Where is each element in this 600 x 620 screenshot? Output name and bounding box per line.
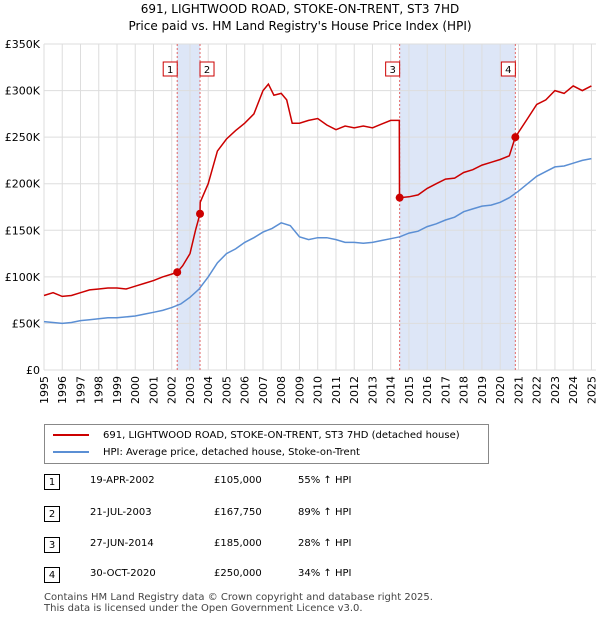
y-tick-label: £150K — [5, 224, 41, 237]
legend-label-hpi: HPI: Average price, detached house, Stok… — [103, 446, 360, 458]
legend-swatch-property — [53, 434, 89, 436]
y-tick-label: £50K — [12, 317, 41, 330]
sale-number-label: 1 — [167, 65, 173, 76]
x-tick-label: 2003 — [184, 376, 197, 404]
y-tick-label: £200K — [5, 178, 41, 191]
transaction-date: 30-OCT-2020 — [90, 568, 156, 579]
transaction-date: 21-JUL-2003 — [90, 507, 152, 518]
footer: Contains HM Land Registry data © Crown c… — [44, 592, 433, 614]
transaction-hpi-change: 34% ↑ HPI — [298, 568, 352, 579]
x-tick-label: 2004 — [202, 376, 215, 404]
table-row: 1 19-APR-2002 £105,000 55% ↑ HPI — [44, 474, 484, 492]
chart-legend: 691, LIGHTWOOD ROAD, STOKE-ON-TRENT, ST3… — [44, 424, 489, 464]
series-line — [43, 82, 592, 298]
sale-interval-shade — [399, 44, 516, 370]
x-tick-label: 2013 — [366, 376, 379, 404]
transaction-hpi-change: 28% ↑ HPI — [298, 538, 352, 549]
x-tick-label: 2000 — [129, 376, 142, 404]
x-tick-label: 2025 — [585, 376, 598, 404]
sale-number-box — [199, 61, 215, 77]
table-row: 3 27-JUN-2014 £185,000 28% ↑ HPI — [44, 537, 484, 555]
sale-interval-shade — [177, 44, 201, 370]
x-tick-label: 2002 — [166, 376, 179, 404]
table-row: 2 21-JUL-2003 £167,750 89% ↑ HPI — [44, 506, 484, 524]
chart-subtitle: Price paid vs. HM Land Registry's House … — [128, 19, 472, 33]
x-tick-label: 2009 — [293, 376, 306, 404]
footer-copyright: Contains HM Land Registry data © Crown c… — [44, 592, 433, 603]
legend-item-hpi: HPI: Average price, detached house, Stok… — [53, 444, 360, 460]
sale-point — [196, 209, 205, 218]
transaction-hpi-change: 89% ↑ HPI — [298, 507, 352, 518]
transaction-hpi-change: 55% ↑ HPI — [298, 475, 352, 486]
legend-label-property: 691, LIGHTWOOD ROAD, STOKE-ON-TRENT, ST3… — [103, 429, 460, 441]
footer-licence: This data is licensed under the Open Gov… — [44, 603, 363, 614]
x-tick-label: 2016 — [421, 376, 434, 404]
x-tick-label: 2017 — [439, 376, 452, 404]
x-tick-label: 1996 — [56, 376, 69, 404]
transaction-number: 4 — [44, 567, 60, 583]
transaction-number: 3 — [44, 537, 60, 553]
sale-number-label: 2 — [204, 65, 210, 76]
legend-swatch-hpi — [53, 451, 89, 453]
x-tick-label: 2005 — [220, 376, 233, 404]
sale-number-box — [500, 61, 516, 77]
x-tick-label: 2020 — [494, 376, 507, 404]
legend-item-property: 691, LIGHTWOOD ROAD, STOKE-ON-TRENT, ST3… — [53, 427, 460, 443]
y-tick-label: £0 — [26, 364, 40, 377]
x-tick-label: 2014 — [385, 376, 398, 404]
sale-number-label: 3 — [389, 65, 395, 76]
y-tick-label: £250K — [5, 131, 41, 144]
transaction-price: £105,000 — [214, 475, 262, 486]
transaction-number: 1 — [44, 474, 60, 490]
x-tick-label: 1995 — [38, 376, 51, 404]
x-tick-label: 1999 — [111, 376, 124, 404]
transaction-date: 19-APR-2002 — [90, 475, 155, 486]
x-tick-label: 2006 — [239, 376, 252, 404]
sale-number-label: 4 — [505, 65, 511, 76]
x-tick-label: 2001 — [147, 376, 160, 404]
x-tick-label: 2011 — [330, 376, 343, 404]
x-tick-label: 2024 — [567, 376, 580, 404]
x-tick-label: 2007 — [257, 376, 270, 404]
transaction-price: £185,000 — [214, 538, 262, 549]
y-tick-label: £100K — [5, 271, 41, 284]
y-tick-label: £350K — [5, 38, 41, 51]
sale-point — [511, 133, 520, 142]
x-tick-label: 2023 — [549, 376, 562, 404]
sale-point — [173, 268, 182, 277]
sale-point — [395, 193, 404, 202]
chart-title: 691, LIGHTWOOD ROAD, STOKE-ON-TRENT, ST3… — [140, 2, 460, 16]
transaction-number: 2 — [44, 506, 60, 522]
x-tick-label: 2012 — [348, 376, 361, 404]
transaction-price: £167,750 — [214, 507, 262, 518]
sale-number-box — [385, 61, 401, 77]
y-tick-label: £300K — [5, 85, 41, 98]
table-row: 4 30-OCT-2020 £250,000 34% ↑ HPI — [44, 567, 484, 585]
transaction-date: 27-JUN-2014 — [90, 538, 154, 549]
x-tick-label: 1998 — [93, 376, 106, 404]
sale-number-box — [162, 61, 178, 77]
x-tick-label: 2008 — [275, 376, 288, 404]
transaction-price: £250,000 — [214, 568, 262, 579]
x-tick-label: 2021 — [512, 376, 525, 404]
series-line — [43, 157, 592, 325]
x-tick-label: 2015 — [403, 376, 416, 404]
price-chart: £0 £50K £100K £150K £200K £250K £300K £350K 1995… — [5, 38, 599, 404]
x-tick-label: 1997 — [74, 376, 87, 404]
x-tick-label: 2022 — [531, 376, 544, 404]
x-tick-label: 2010 — [312, 376, 325, 404]
x-tick-label: 2018 — [458, 376, 471, 404]
x-tick-label: 2019 — [476, 376, 489, 404]
